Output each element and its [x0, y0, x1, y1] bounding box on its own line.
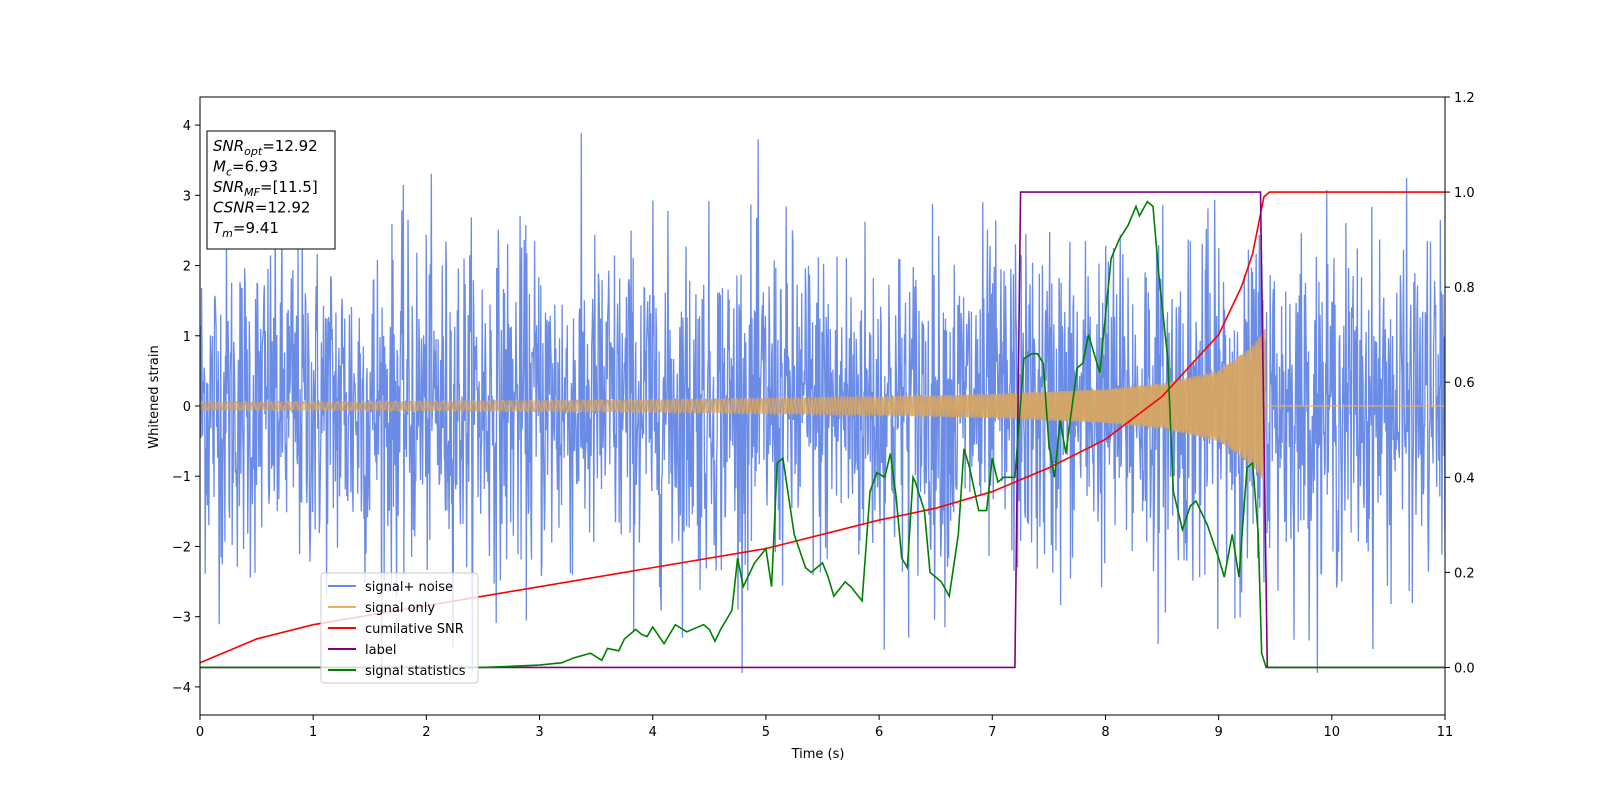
x-tick-label: 5	[762, 725, 770, 740]
y-tick-label: 0	[183, 400, 191, 415]
y-tick-label: −4	[172, 681, 191, 696]
y2-tick-label: 0.6	[1454, 376, 1475, 391]
y2-tick-label: 0.8	[1454, 281, 1475, 296]
x-tick-label: 4	[649, 725, 657, 740]
y2-tick-label: 0.2	[1454, 566, 1475, 581]
info-line: SNRMF=[11.5]	[213, 178, 318, 199]
y-axis-label: Whitened strain	[147, 345, 162, 448]
y2-tick-label: 1.0	[1454, 186, 1475, 201]
y-tick-label: −1	[172, 470, 191, 485]
x-tick-label: 8	[1101, 725, 1109, 740]
x-tick-label: 9	[1214, 725, 1222, 740]
y-tick-label: −3	[172, 611, 191, 626]
x-tick-label: 6	[875, 725, 883, 740]
y2-tick-label: 0.0	[1454, 661, 1475, 676]
legend-label: signal+ noise	[365, 580, 453, 595]
series-signal-noise-line	[200, 133, 1445, 673]
series-signal-statistics-line	[200, 200, 1445, 669]
y-tick-label: 4	[183, 119, 191, 134]
x-tick-label: 10	[1324, 725, 1341, 740]
info-line: Mc=6.93	[213, 158, 278, 179]
axes: 0 1 2 3 4 5 6 7 8 9 10 11 −4 −3 −2 −1 0 1 2 3 4 0.0 0.2 0.4 0.6 0…	[172, 91, 1475, 740]
series-signal-only-band	[200, 328, 1266, 484]
info-box-frame	[206, 130, 336, 250]
y-tick-label: 1	[183, 330, 191, 345]
x-tick-label: 0	[196, 725, 204, 740]
legend-label: signal statistics	[365, 664, 466, 679]
x-tick-label: 2	[422, 725, 430, 740]
x-tick-label: 11	[1437, 725, 1454, 740]
y-tick-label: −2	[172, 540, 191, 555]
x-tick-label: 1	[309, 725, 317, 740]
info-line: SNRopt=12.92	[213, 137, 318, 158]
info-box: SNRopt=12.92Mc=6.93SNRMF=[11.5]CSNR=12.9…	[206, 130, 336, 250]
x-tick-label: 7	[988, 725, 996, 740]
legend-label: signal only	[365, 601, 435, 616]
y2-tick-label: 1.2	[1454, 91, 1475, 106]
info-line: Tm=9.41	[213, 219, 279, 240]
y-tick-label: 2	[183, 260, 191, 275]
legend-box	[320, 572, 479, 684]
y-tick-label: 3	[183, 189, 191, 204]
x-axis-label: Time (s)	[791, 747, 845, 762]
info-line: CSNR=12.92	[213, 199, 310, 217]
legend-label: cumilative SNR	[365, 622, 464, 637]
legend: signal+ noise signal only cumilative SNR la…	[320, 572, 479, 684]
legend-label: label	[365, 643, 396, 658]
y2-tick-label: 0.4	[1454, 471, 1475, 486]
x-tick-label: 3	[535, 725, 543, 740]
